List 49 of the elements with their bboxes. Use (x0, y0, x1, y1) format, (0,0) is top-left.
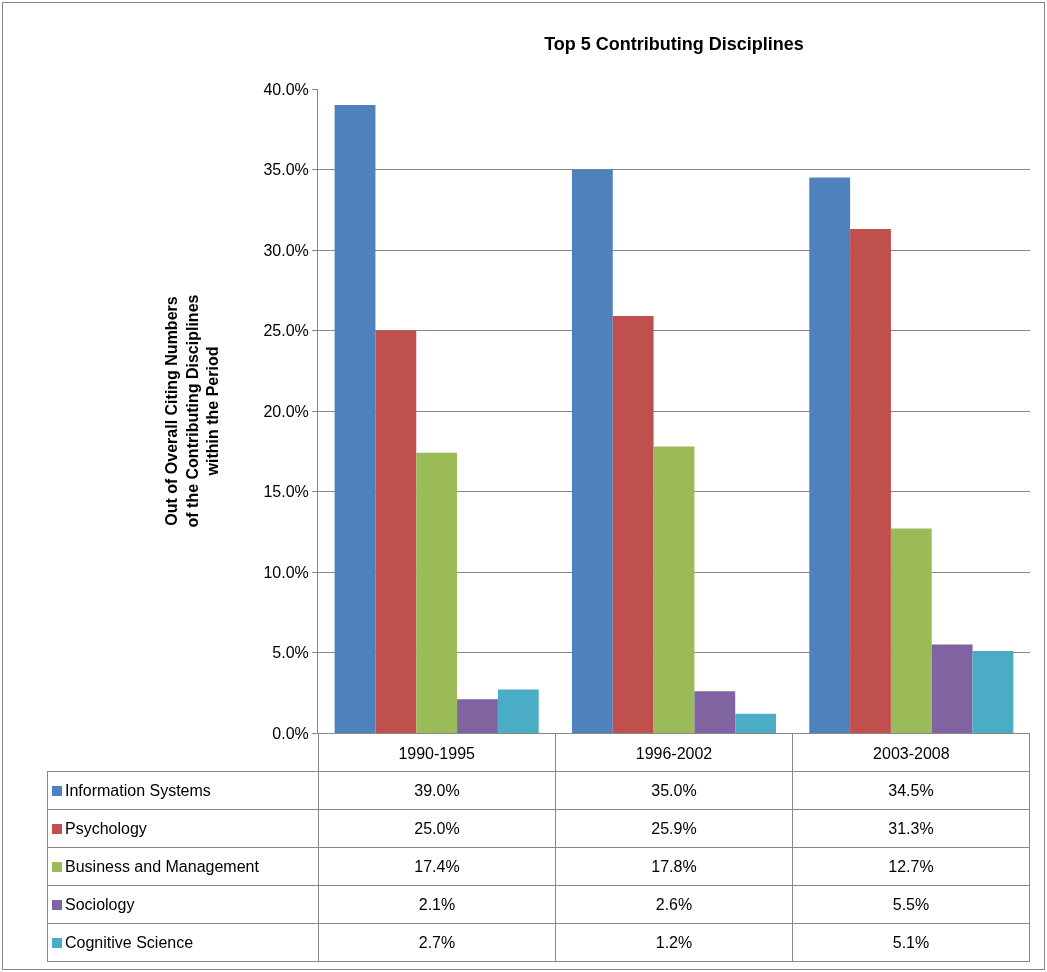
y-tick-label: 10.0% (263, 563, 309, 581)
bar (694, 691, 736, 733)
data-label: 31.3% (792, 809, 1030, 848)
data-label: 12.7% (792, 847, 1030, 886)
legend-label: Business and Management (65, 857, 259, 875)
x-tick-label: 1996-2002 (635, 745, 713, 763)
y-tick-label: 15.0% (263, 483, 309, 501)
data-label: 2.6% (555, 885, 793, 924)
y-tick-label: 5.0% (272, 644, 309, 662)
bar (334, 105, 376, 733)
y-tick-label: 35.0% (263, 161, 309, 179)
x-tick-label: 1990-1995 (398, 745, 476, 763)
y-tick-label: 30.0% (263, 241, 309, 259)
data-label: 5.1% (792, 923, 1030, 962)
bar (416, 452, 458, 733)
bar (850, 229, 891, 733)
data-label: 2.1% (318, 885, 556, 924)
data-label: 2.7% (318, 923, 556, 962)
bar (571, 169, 613, 733)
data-label: 25.0% (318, 809, 556, 848)
bar (890, 528, 932, 733)
bar (972, 650, 1014, 733)
data-label: 25.9% (555, 809, 793, 848)
y-axis-title: Out of Overall Citing Numbers of the Contributing Disciplines within the Period (162, 294, 222, 528)
x-tick-label: 2003-2008 (873, 745, 950, 763)
bar (375, 330, 417, 733)
data-label: 34.5% (792, 771, 1030, 810)
bar (809, 177, 851, 733)
data-label: 5.5% (792, 885, 1030, 924)
y-tick-label: 40.0% (263, 80, 309, 98)
bar (653, 446, 695, 733)
bar (612, 316, 654, 733)
data-label: 39.0% (318, 771, 556, 810)
legend-label: Information Systems (65, 781, 211, 799)
bar (931, 644, 973, 733)
bar (497, 689, 539, 733)
data-label: 1.2% (555, 923, 793, 962)
data-label: 35.0% (555, 771, 793, 810)
data-label: 17.4% (318, 847, 556, 886)
chart-title: Top 5 Contributing Disciplines (544, 34, 804, 55)
y-tick-label: 25.0% (263, 322, 309, 340)
y-tick-label: 20.0% (263, 402, 309, 420)
legend-label: Cognitive Science (65, 933, 194, 951)
bar (457, 699, 498, 733)
bar (735, 713, 777, 733)
y-tick-label: 0.0% (272, 724, 309, 742)
data-label: 17.8% (555, 847, 793, 886)
legend-label: Sociology (65, 895, 135, 913)
legend-label: Psychology (65, 819, 147, 837)
